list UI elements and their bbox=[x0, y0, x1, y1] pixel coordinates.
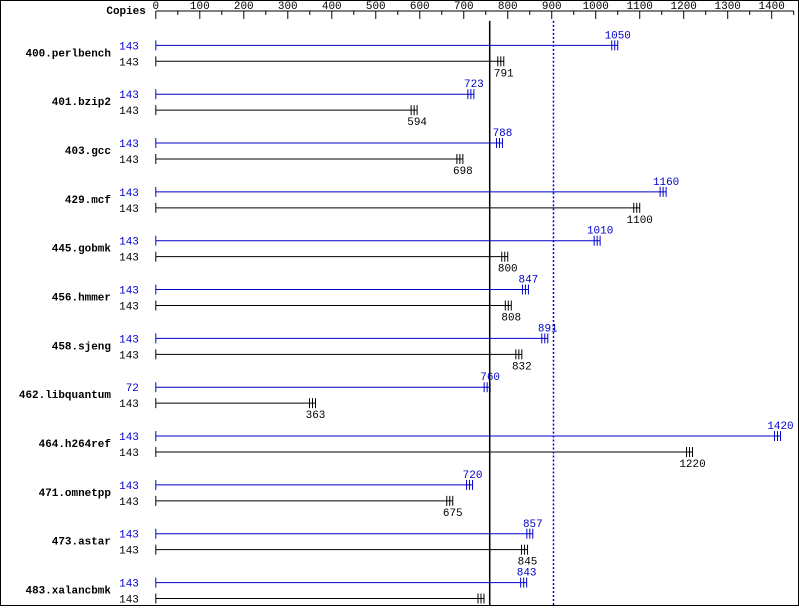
axis-tick-label: 300 bbox=[278, 1, 298, 13]
benchmark-name: 429.mcf bbox=[65, 195, 111, 207]
peak-bar-value: 1420 bbox=[767, 421, 793, 433]
base-copies: 143 bbox=[119, 155, 139, 167]
base-copies: 143 bbox=[119, 399, 139, 411]
benchmark-name: 471.omnetpp bbox=[39, 488, 112, 500]
peak-bar-value: 720 bbox=[463, 470, 483, 482]
benchmark-name: 483.xalancbmk bbox=[26, 586, 112, 598]
benchmark-name: 403.gcc bbox=[65, 146, 111, 158]
peak-copies: 143 bbox=[119, 481, 139, 493]
base-bar-value: 791 bbox=[494, 68, 514, 80]
base-copies: 143 bbox=[119, 546, 139, 558]
peak-bar-value: 847 bbox=[519, 275, 539, 287]
base-bar-value: 698 bbox=[453, 166, 473, 178]
axis-tick-label: 400 bbox=[322, 1, 342, 13]
benchmark-name: 473.astar bbox=[52, 537, 111, 549]
axis-tick-label: 600 bbox=[410, 1, 430, 13]
base-bar-value: 832 bbox=[512, 361, 532, 373]
peak-bar-value: 723 bbox=[464, 79, 484, 91]
peak-bar-value: 788 bbox=[493, 128, 513, 140]
base-bar-value: 363 bbox=[306, 410, 326, 422]
base-copies: 143 bbox=[119, 204, 139, 216]
axis-tick-label: 1000 bbox=[583, 1, 609, 13]
axis-tick-label: 200 bbox=[234, 1, 254, 13]
base-bar-value: 800 bbox=[498, 264, 518, 276]
base-copies: 143 bbox=[119, 106, 139, 118]
benchmark-name: 464.h264ref bbox=[39, 439, 111, 451]
peak-copies: 143 bbox=[119, 41, 139, 53]
axis-tick-label: 1400 bbox=[759, 1, 785, 13]
benchmark-name: 462.libquantum bbox=[19, 390, 111, 402]
axis-title: Copies bbox=[106, 6, 145, 18]
base-copies: 143 bbox=[119, 301, 139, 313]
base-copies: 143 bbox=[119, 595, 139, 606]
peak-copies: 143 bbox=[119, 432, 139, 444]
axis-tick-label: 100 bbox=[190, 1, 210, 13]
spec-rate-chart: Copies 0 100 200 300 400 500 600 700 800 900 1000 11… bbox=[0, 0, 799, 606]
peak-bar-value: 857 bbox=[523, 519, 543, 531]
peak-copies: 143 bbox=[119, 286, 139, 298]
base-copies: 143 bbox=[119, 448, 139, 460]
axis-tick-label: 500 bbox=[366, 1, 386, 13]
base-bar-value: 1100 bbox=[627, 215, 653, 227]
axis-tick-label: 0 bbox=[153, 1, 160, 13]
axis-tick-label: 1200 bbox=[671, 1, 697, 13]
peak-copies: 143 bbox=[119, 90, 139, 102]
base-copies: 143 bbox=[119, 350, 139, 362]
benchmark-name: 445.gobmk bbox=[52, 244, 112, 256]
peak-bar-value: 891 bbox=[538, 323, 558, 335]
base-copies: 143 bbox=[119, 497, 139, 509]
base-copies: 143 bbox=[119, 253, 139, 265]
base-bar-value: 594 bbox=[407, 117, 427, 129]
peak-copies: 143 bbox=[119, 334, 139, 346]
peak-bar-value: 1010 bbox=[587, 226, 613, 238]
peak-bar-value: 1160 bbox=[653, 177, 679, 189]
base-bar-value: 808 bbox=[501, 312, 521, 324]
base-bar-value: 675 bbox=[443, 508, 463, 520]
axis-tick-label: 800 bbox=[498, 1, 518, 13]
base-bar-value: 1220 bbox=[679, 459, 705, 471]
axis-tick-label: 700 bbox=[454, 1, 474, 13]
benchmark-name: 401.bzip2 bbox=[52, 97, 111, 109]
peak-copies: 72 bbox=[126, 383, 139, 395]
axis-tick-label: 900 bbox=[542, 1, 562, 13]
base-copies: 143 bbox=[119, 57, 139, 69]
peak-copies: 143 bbox=[119, 237, 139, 249]
peak-bar-value: 1050 bbox=[605, 30, 631, 42]
peak-bar-value: 843 bbox=[517, 568, 537, 580]
peak-copies: 143 bbox=[119, 530, 139, 542]
benchmark-name: 458.sjeng bbox=[52, 341, 111, 353]
axis-tick-label: 1100 bbox=[627, 1, 653, 13]
benchmark-name: 400.perlbench bbox=[26, 48, 111, 60]
benchmark-name: 456.hmmer bbox=[52, 293, 111, 305]
peak-copies: 143 bbox=[119, 579, 139, 591]
peak-copies: 143 bbox=[119, 188, 139, 200]
axis-tick-label: 1300 bbox=[715, 1, 741, 13]
peak-copies: 143 bbox=[119, 139, 139, 151]
